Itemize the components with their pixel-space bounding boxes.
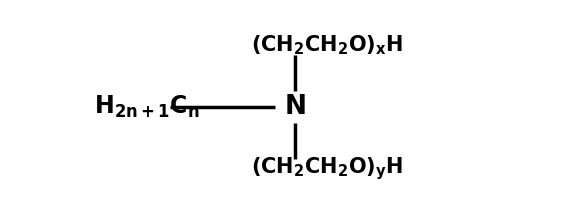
- Text: $\mathbf{N}$: $\mathbf{N}$: [285, 94, 306, 120]
- Text: $\mathbf{(CH_2CH_2O)_yH}$: $\mathbf{(CH_2CH_2O)_yH}$: [251, 156, 403, 183]
- Text: $\mathbf{(CH_2CH_2O)_xH}$: $\mathbf{(CH_2CH_2O)_xH}$: [251, 33, 403, 57]
- Text: $\mathbf{H_{2n+1}C_n}$: $\mathbf{H_{2n+1}C_n}$: [94, 94, 200, 120]
